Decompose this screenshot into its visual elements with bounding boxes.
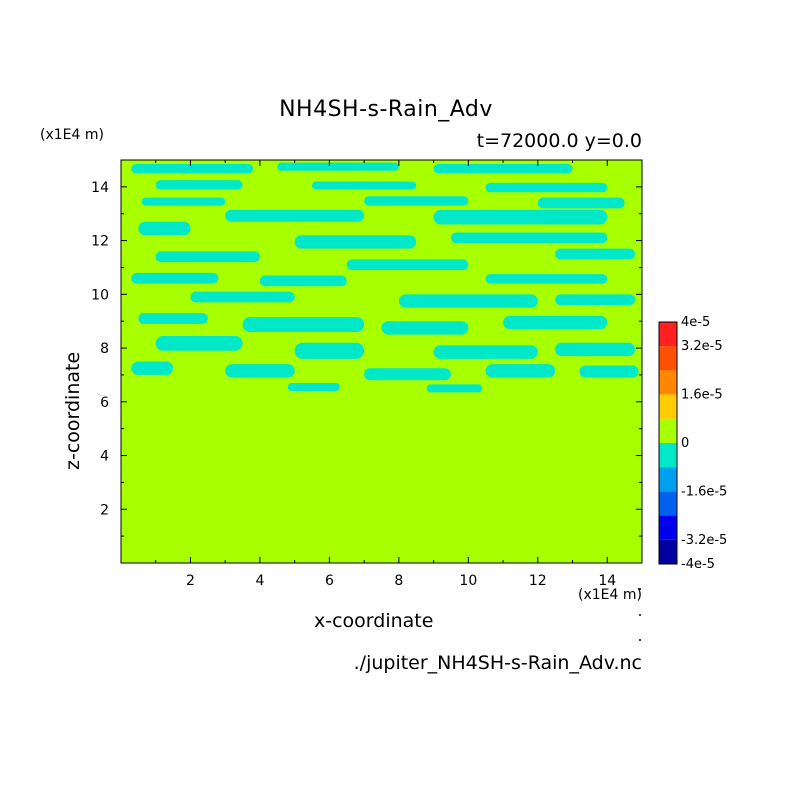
x-axis-units: (x1E4 m) (578, 587, 642, 603)
colorbar-tick-label: 0 (681, 436, 689, 451)
field-patch (294, 235, 417, 249)
field-patch (555, 294, 636, 306)
colorbar-tick-label: -1.6e-5 (681, 484, 727, 499)
x-tick-label: 2 (186, 573, 195, 589)
x-tick-label: 12 (529, 573, 547, 589)
colorbar-tick-label: 1.6e-5 (681, 388, 723, 403)
field-patch (138, 221, 191, 236)
field-patch (259, 275, 347, 287)
y-axis-units: (x1E4 m) (40, 127, 104, 143)
x-tick-label: 4 (255, 573, 264, 589)
colorbar-tick-label: 4e-5 (681, 315, 710, 330)
colorbar-band (659, 515, 677, 540)
field-patch (450, 232, 608, 244)
colorbar-frame (658, 321, 678, 565)
field-patch (364, 368, 451, 381)
field-patch (398, 294, 538, 308)
file-name-label: ./jupiter_NH4SH-s-Rain_Adv.nc (353, 652, 642, 674)
field-patch (579, 365, 639, 378)
field-background (121, 160, 642, 563)
field-patch (485, 364, 556, 378)
x-axis: 2 4 6 8 10 12 14 (155, 160, 616, 589)
dot-mark (639, 588, 641, 590)
colorbar-band (659, 443, 677, 468)
colorbar-tick-label: 3.2e-5 (681, 339, 723, 354)
field-patch (131, 361, 174, 375)
y-tick-label: 2 (100, 502, 109, 518)
field-patch (225, 209, 365, 222)
field-patch (485, 182, 608, 193)
chart-title: NH4SH-s-Rain_Adv (279, 97, 493, 122)
field-patch (346, 259, 469, 271)
colorbar-band (659, 322, 677, 347)
colorbar-band (659, 467, 677, 492)
field-patch (155, 335, 243, 351)
dot-mark (639, 614, 641, 616)
field-patch (190, 291, 295, 303)
field-patch (225, 364, 295, 378)
field-patch (138, 313, 208, 324)
field-patch (294, 342, 365, 359)
plot-area (120, 159, 643, 564)
colorbar-tick-label: -4e-5 (681, 557, 715, 572)
field-patch (155, 180, 243, 190)
field-patch (131, 164, 253, 174)
field-patch (555, 342, 636, 357)
y-tick-label: 4 (100, 449, 109, 465)
y-tick-label: 10 (91, 287, 109, 303)
decorative-marks (639, 588, 641, 641)
colorbar-band (659, 418, 677, 443)
x-tick-label: 10 (459, 573, 477, 589)
y-tick-label: 6 (100, 395, 109, 411)
colorbar: 4e-5 3.2e-5 1.6e-5 0 -1.6e-5 -3.2e-5 -4e-5 (658, 315, 727, 572)
field-patches (131, 162, 639, 393)
y-tick-label: 8 (100, 341, 109, 357)
field-patch (426, 384, 483, 393)
field-patch (433, 164, 573, 174)
field-patch (242, 317, 365, 332)
colorbar-tick-label: -3.2e-5 (681, 533, 727, 548)
field-patch (364, 196, 469, 206)
field-patch (287, 382, 340, 392)
plot-frame (120, 159, 643, 564)
field-patch (537, 197, 625, 209)
colorbar-band (659, 370, 677, 395)
colorbar-band (659, 346, 677, 371)
field-patch (155, 251, 260, 263)
field-patch (503, 315, 608, 330)
field-patch (485, 274, 608, 284)
y-tick-label: 12 (91, 234, 109, 250)
x-tick-label: 14 (598, 573, 616, 589)
field-patch (131, 272, 219, 284)
colorbar-band (659, 539, 677, 564)
y-tick-label: 14 (91, 180, 109, 196)
x-tick-label: 6 (325, 573, 334, 589)
x-tick-label: 8 (394, 573, 403, 589)
field-patch (312, 181, 417, 190)
field-patch (277, 162, 399, 171)
colorbar-band (659, 491, 677, 516)
field-patch (433, 209, 608, 225)
field-patch (141, 197, 226, 206)
field-patch (555, 248, 636, 260)
dot-mark (639, 639, 641, 641)
chart-subtitle: t=72000.0 y=0.0 (476, 130, 642, 152)
colorbar-band (659, 394, 677, 419)
field-patch (381, 321, 469, 335)
y-axis: 2 4 6 8 10 12 14 (91, 180, 642, 537)
y-axis-label: z-coordinate (62, 351, 84, 470)
x-axis-label: x-coordinate (314, 610, 434, 632)
field-patch (433, 345, 538, 359)
